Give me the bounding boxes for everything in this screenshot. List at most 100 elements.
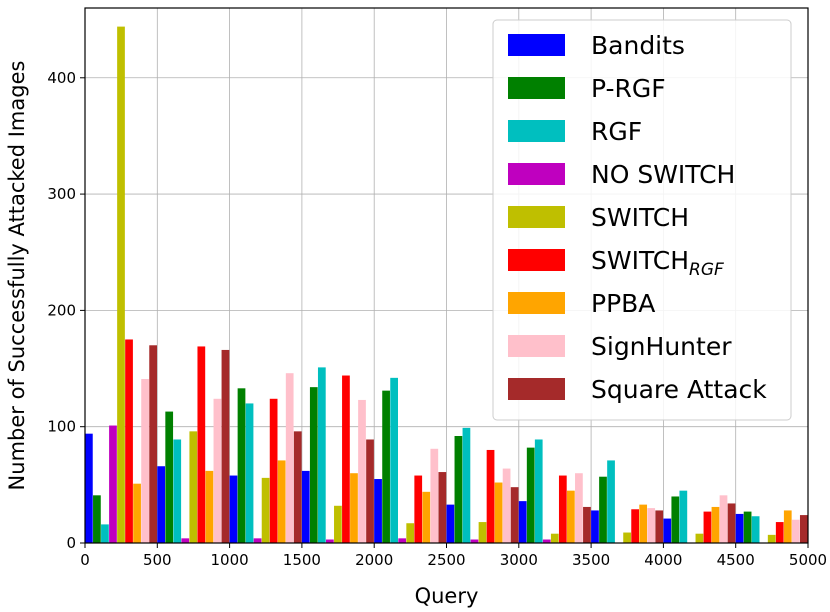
bar-switch-0 [117, 26, 125, 543]
bar-bandits-4 [374, 479, 382, 543]
y-axis-title: Number of Successfully Attacked Images [5, 61, 29, 491]
x-tick-label: 4000 [644, 551, 682, 569]
bar-ppba-1 [205, 470, 214, 543]
bar-rgf-1 [173, 439, 182, 543]
bar-rgf-5 [462, 427, 471, 543]
bar-signhunter-9 [791, 519, 800, 543]
bar-ppba-8 [711, 506, 720, 543]
bar-no-switch-2 [253, 538, 262, 543]
bar-no-switch-4 [398, 538, 407, 543]
bar-no-switch-5 [470, 539, 479, 543]
bar-square-attack-8 [727, 503, 736, 543]
bar-switch-6 [550, 533, 559, 543]
y-tick-label: 300 [47, 185, 76, 203]
bar-switch-rgf-4 [414, 475, 423, 543]
bar-bandits-5 [446, 504, 455, 543]
bar-bandits-1 [157, 466, 166, 543]
legend-label: SWITCHRGF [591, 246, 724, 280]
legend-swatch [508, 34, 565, 56]
bar-rgf-9 [751, 516, 760, 543]
x-tick-label: 1000 [211, 551, 249, 569]
bar-signhunter-5 [502, 468, 511, 543]
legend-swatch [508, 249, 565, 271]
bar-p-rgf-1 [165, 411, 174, 543]
bar-switch-rgf-3 [342, 375, 350, 543]
bar-square-attack-7 [655, 510, 664, 543]
bar-p-rgf-4 [382, 390, 390, 543]
bar-p-rgf-5 [454, 436, 463, 543]
legend-label: PPBA [591, 289, 655, 318]
bar-p-rgf-2 [237, 388, 246, 543]
x-tick-label: 3000 [500, 551, 538, 569]
y-tick-label: 100 [47, 418, 76, 436]
bar-switch-rgf-0 [125, 339, 133, 543]
legend-box [492, 19, 792, 421]
bar-rgf-0 [101, 524, 109, 543]
x-tick-label: 2500 [427, 551, 465, 569]
bar-rgf-3 [317, 367, 326, 543]
bar-switch-rgf-2 [269, 398, 278, 543]
legend-swatch [508, 163, 565, 185]
legend-label: SWITCH [591, 203, 689, 232]
bar-switch-rgf-5 [486, 449, 495, 543]
bar-bandits-0 [85, 433, 93, 543]
bars [85, 26, 808, 543]
x-axis-ticks: 0 500 1000 1500 2000 2500 3000 3500 4000 4500 5000 [80, 543, 827, 569]
bar-bandits-8 [663, 518, 672, 543]
bar-square-attack-5 [510, 487, 519, 543]
bar-switch-1 [189, 431, 198, 543]
legend-swatch [508, 206, 565, 228]
bar-switch-3 [334, 505, 342, 543]
bar-signhunter-6 [575, 473, 583, 543]
x-tick-label: 500 [143, 551, 172, 569]
bar-signhunter-2 [285, 373, 294, 543]
bar-p-rgf-6 [526, 447, 535, 543]
x-tick-label: 0 [80, 551, 90, 569]
legend-label: P-RGF [591, 74, 666, 103]
bar-signhunter-1 [213, 398, 222, 543]
legend-swatch [508, 120, 565, 142]
bar-switch-8 [695, 533, 704, 543]
bar-square-attack-4 [438, 472, 447, 543]
bar-switch-rgf-8 [703, 511, 712, 543]
bar-signhunter-3 [358, 399, 366, 543]
bar-switch-9 [767, 534, 776, 543]
legend-label: SignHunter [591, 332, 732, 361]
legend-label: RGF [591, 117, 642, 146]
bar-bandits-9 [735, 513, 744, 543]
bar-bandits-2 [229, 475, 238, 543]
legend-swatch [508, 292, 565, 314]
bar-ppba-3 [350, 473, 358, 543]
bar-p-rgf-8 [671, 496, 680, 543]
legend-label: Bandits [591, 31, 685, 60]
bar-square-attack-1 [221, 349, 230, 543]
bar-ppba-9 [783, 510, 792, 543]
x-tick-label: 3500 [572, 551, 610, 569]
bar-no-switch-3 [326, 539, 334, 543]
y-axis-ticks: 0 100 200 300 400 [47, 69, 85, 552]
bar-switch-4 [406, 523, 415, 543]
legend-label: NO SWITCH [591, 160, 735, 189]
bar-bandits-6 [518, 501, 527, 543]
bar-square-attack-3 [366, 439, 374, 543]
bar-signhunter-7 [647, 508, 656, 543]
y-tick-label: 400 [47, 69, 76, 87]
bar-square-attack-9 [799, 515, 808, 543]
x-axis-title: Query [415, 584, 479, 608]
bar-p-rgf-3 [309, 387, 318, 543]
bar-no-switch-6 [542, 539, 551, 543]
bar-square-attack-0 [149, 345, 157, 543]
x-tick-label: 2000 [355, 551, 393, 569]
bar-rgf-8 [679, 490, 688, 543]
bar-switch-2 [261, 477, 270, 543]
bar-ppba-7 [639, 504, 648, 543]
bar-p-rgf-7 [599, 476, 607, 543]
bar-p-rgf-0 [93, 495, 101, 543]
bar-rgf-7 [607, 460, 615, 543]
bar-square-attack-2 [293, 431, 302, 543]
bar-no-switch-1 [181, 538, 190, 543]
x-tick-label: 4500 [717, 551, 755, 569]
bar-ppba-2 [277, 460, 286, 543]
bar-p-rgf-9 [743, 511, 752, 543]
legend-label: Square Attack [591, 375, 767, 404]
